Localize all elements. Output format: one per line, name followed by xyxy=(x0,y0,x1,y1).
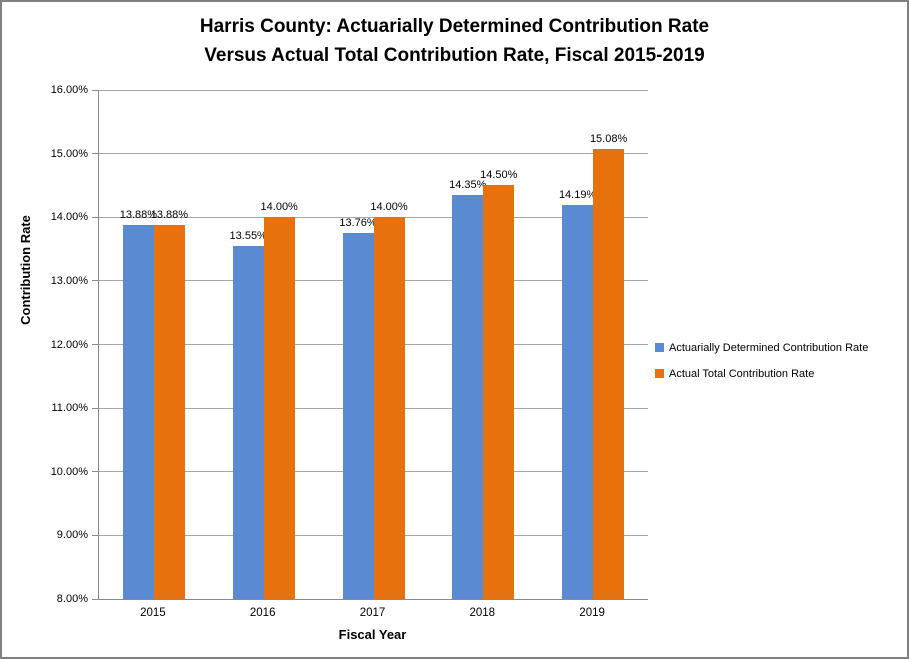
data-label: 14.19% xyxy=(558,189,597,202)
legend-item: Actuarially Determined Contribution Rate xyxy=(655,339,868,356)
legend-item: Actual Total Contribution Rate xyxy=(655,365,868,382)
y-axis-title: Contribution Rate xyxy=(18,215,33,325)
y-tick-label: 9.00% xyxy=(56,529,88,542)
y-tick-label: 8.00% xyxy=(56,593,88,605)
bar-2016-series2 xyxy=(263,217,295,599)
data-label: 14.50% xyxy=(480,169,518,182)
gridline xyxy=(99,153,648,155)
y-axis-tick xyxy=(92,280,98,282)
chart-title-line-1: Harris County: Actuarially Determined Co… xyxy=(199,16,710,37)
bar-2015-series2 xyxy=(153,224,185,599)
bar-2017-series1 xyxy=(342,232,374,599)
y-axis-tick xyxy=(92,471,98,473)
y-tick-label: 15.00% xyxy=(50,147,88,160)
y-tick-label: 13.00% xyxy=(50,274,88,287)
x-tick-label: 2016 xyxy=(249,607,276,619)
bar-2016-series1 xyxy=(232,245,264,599)
y-axis-tick xyxy=(92,534,98,536)
bar-2019-series1 xyxy=(562,205,594,599)
x-tick-label: 2018 xyxy=(469,607,496,619)
x-tick-label: 2017 xyxy=(359,607,386,619)
legend: Actuarially Determined Contribution Rate… xyxy=(655,339,868,391)
data-label: 13.55% xyxy=(229,229,267,242)
y-tick-label: 10.00% xyxy=(50,465,88,478)
x-axis-title: Fiscal Year xyxy=(338,627,407,642)
bar-2018-series1 xyxy=(452,194,484,599)
y-tick-label: 16.00% xyxy=(50,84,88,96)
data-label: 14.00% xyxy=(260,201,298,214)
data-label: 14.35% xyxy=(449,178,487,191)
y-axis-tick xyxy=(92,216,98,218)
chart-title-line-2: Versus Actual Total Contribution Rate, F… xyxy=(204,45,705,66)
data-label: 13.76% xyxy=(339,216,377,229)
chart-title: Harris County: Actuarially Determined Co… xyxy=(2,12,907,70)
bar-2017-series2 xyxy=(373,217,405,599)
legend-swatch-icon xyxy=(655,343,664,352)
bar-2015-series1 xyxy=(122,224,154,599)
y-axis-tick xyxy=(92,344,98,345)
y-tick-label: 14.00% xyxy=(50,211,88,224)
bar-2019-series2 xyxy=(593,148,625,599)
plot-area: 13.88% 13.88% 13.55% 14.00% 13.76% 14.00% 14.3… xyxy=(92,89,648,600)
y-tick-label: 12.00% xyxy=(50,338,88,351)
data-label: 13.88% xyxy=(150,208,189,221)
bar-2018-series2 xyxy=(483,185,515,599)
legend-swatch-icon xyxy=(655,369,664,378)
y-axis-tick xyxy=(92,89,98,91)
x-tick-label: 2019 xyxy=(579,607,605,619)
y-axis-tick xyxy=(92,407,98,409)
data-label: 14.00% xyxy=(370,201,408,214)
gridline xyxy=(99,89,648,91)
legend-label: Actual Total Contribution Rate xyxy=(669,367,815,380)
legend-label: Actuarially Determined Contribution Rate xyxy=(669,341,869,354)
x-tick-label: 2015 xyxy=(140,607,166,619)
data-label: 13.88% xyxy=(119,208,158,221)
y-tick-label: 11.00% xyxy=(51,402,89,415)
y-axis-tick xyxy=(92,598,98,600)
data-label: 15.08% xyxy=(589,132,628,145)
y-axis-tick xyxy=(92,153,98,155)
